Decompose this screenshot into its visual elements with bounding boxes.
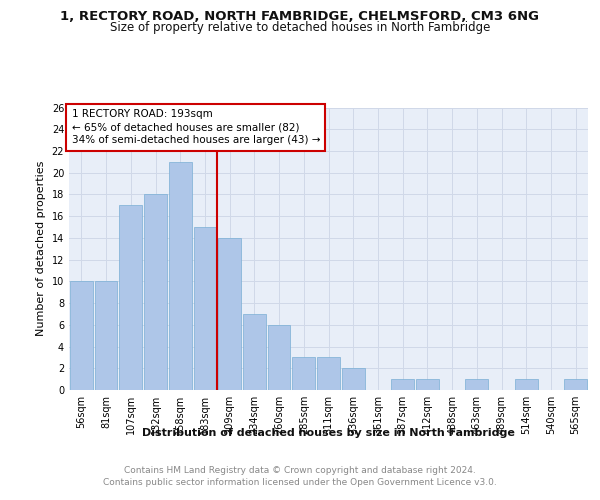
Bar: [95, 282, 118, 390]
Bar: [466, 379, 488, 390]
Bar: [416, 379, 439, 390]
Bar: [194, 227, 216, 390]
Bar: [292, 358, 315, 390]
Bar: [317, 358, 340, 390]
Y-axis label: Number of detached properties: Number of detached properties: [36, 161, 46, 336]
Text: Contains HM Land Registry data © Crown copyright and database right 2024.: Contains HM Land Registry data © Crown c…: [124, 466, 476, 475]
Bar: [243, 314, 266, 390]
Bar: [169, 162, 191, 390]
Text: Size of property relative to detached houses in North Fambridge: Size of property relative to detached ho…: [110, 21, 490, 34]
Text: 1, RECTORY ROAD, NORTH FAMBRIDGE, CHELMSFORD, CM3 6NG: 1, RECTORY ROAD, NORTH FAMBRIDGE, CHELMS…: [61, 10, 539, 23]
Text: Contains public sector information licensed under the Open Government Licence v3: Contains public sector information licen…: [103, 478, 497, 487]
Text: Distribution of detached houses by size in North Fambridge: Distribution of detached houses by size …: [142, 428, 515, 438]
Bar: [70, 282, 93, 390]
Bar: [342, 368, 365, 390]
Bar: [564, 379, 587, 390]
Bar: [218, 238, 241, 390]
Bar: [119, 206, 142, 390]
Text: 1 RECTORY ROAD: 193sqm
← 65% of detached houses are smaller (82)
34% of semi-det: 1 RECTORY ROAD: 193sqm ← 65% of detached…: [71, 109, 320, 146]
Bar: [391, 379, 414, 390]
Bar: [268, 325, 290, 390]
Bar: [144, 194, 167, 390]
Bar: [515, 379, 538, 390]
